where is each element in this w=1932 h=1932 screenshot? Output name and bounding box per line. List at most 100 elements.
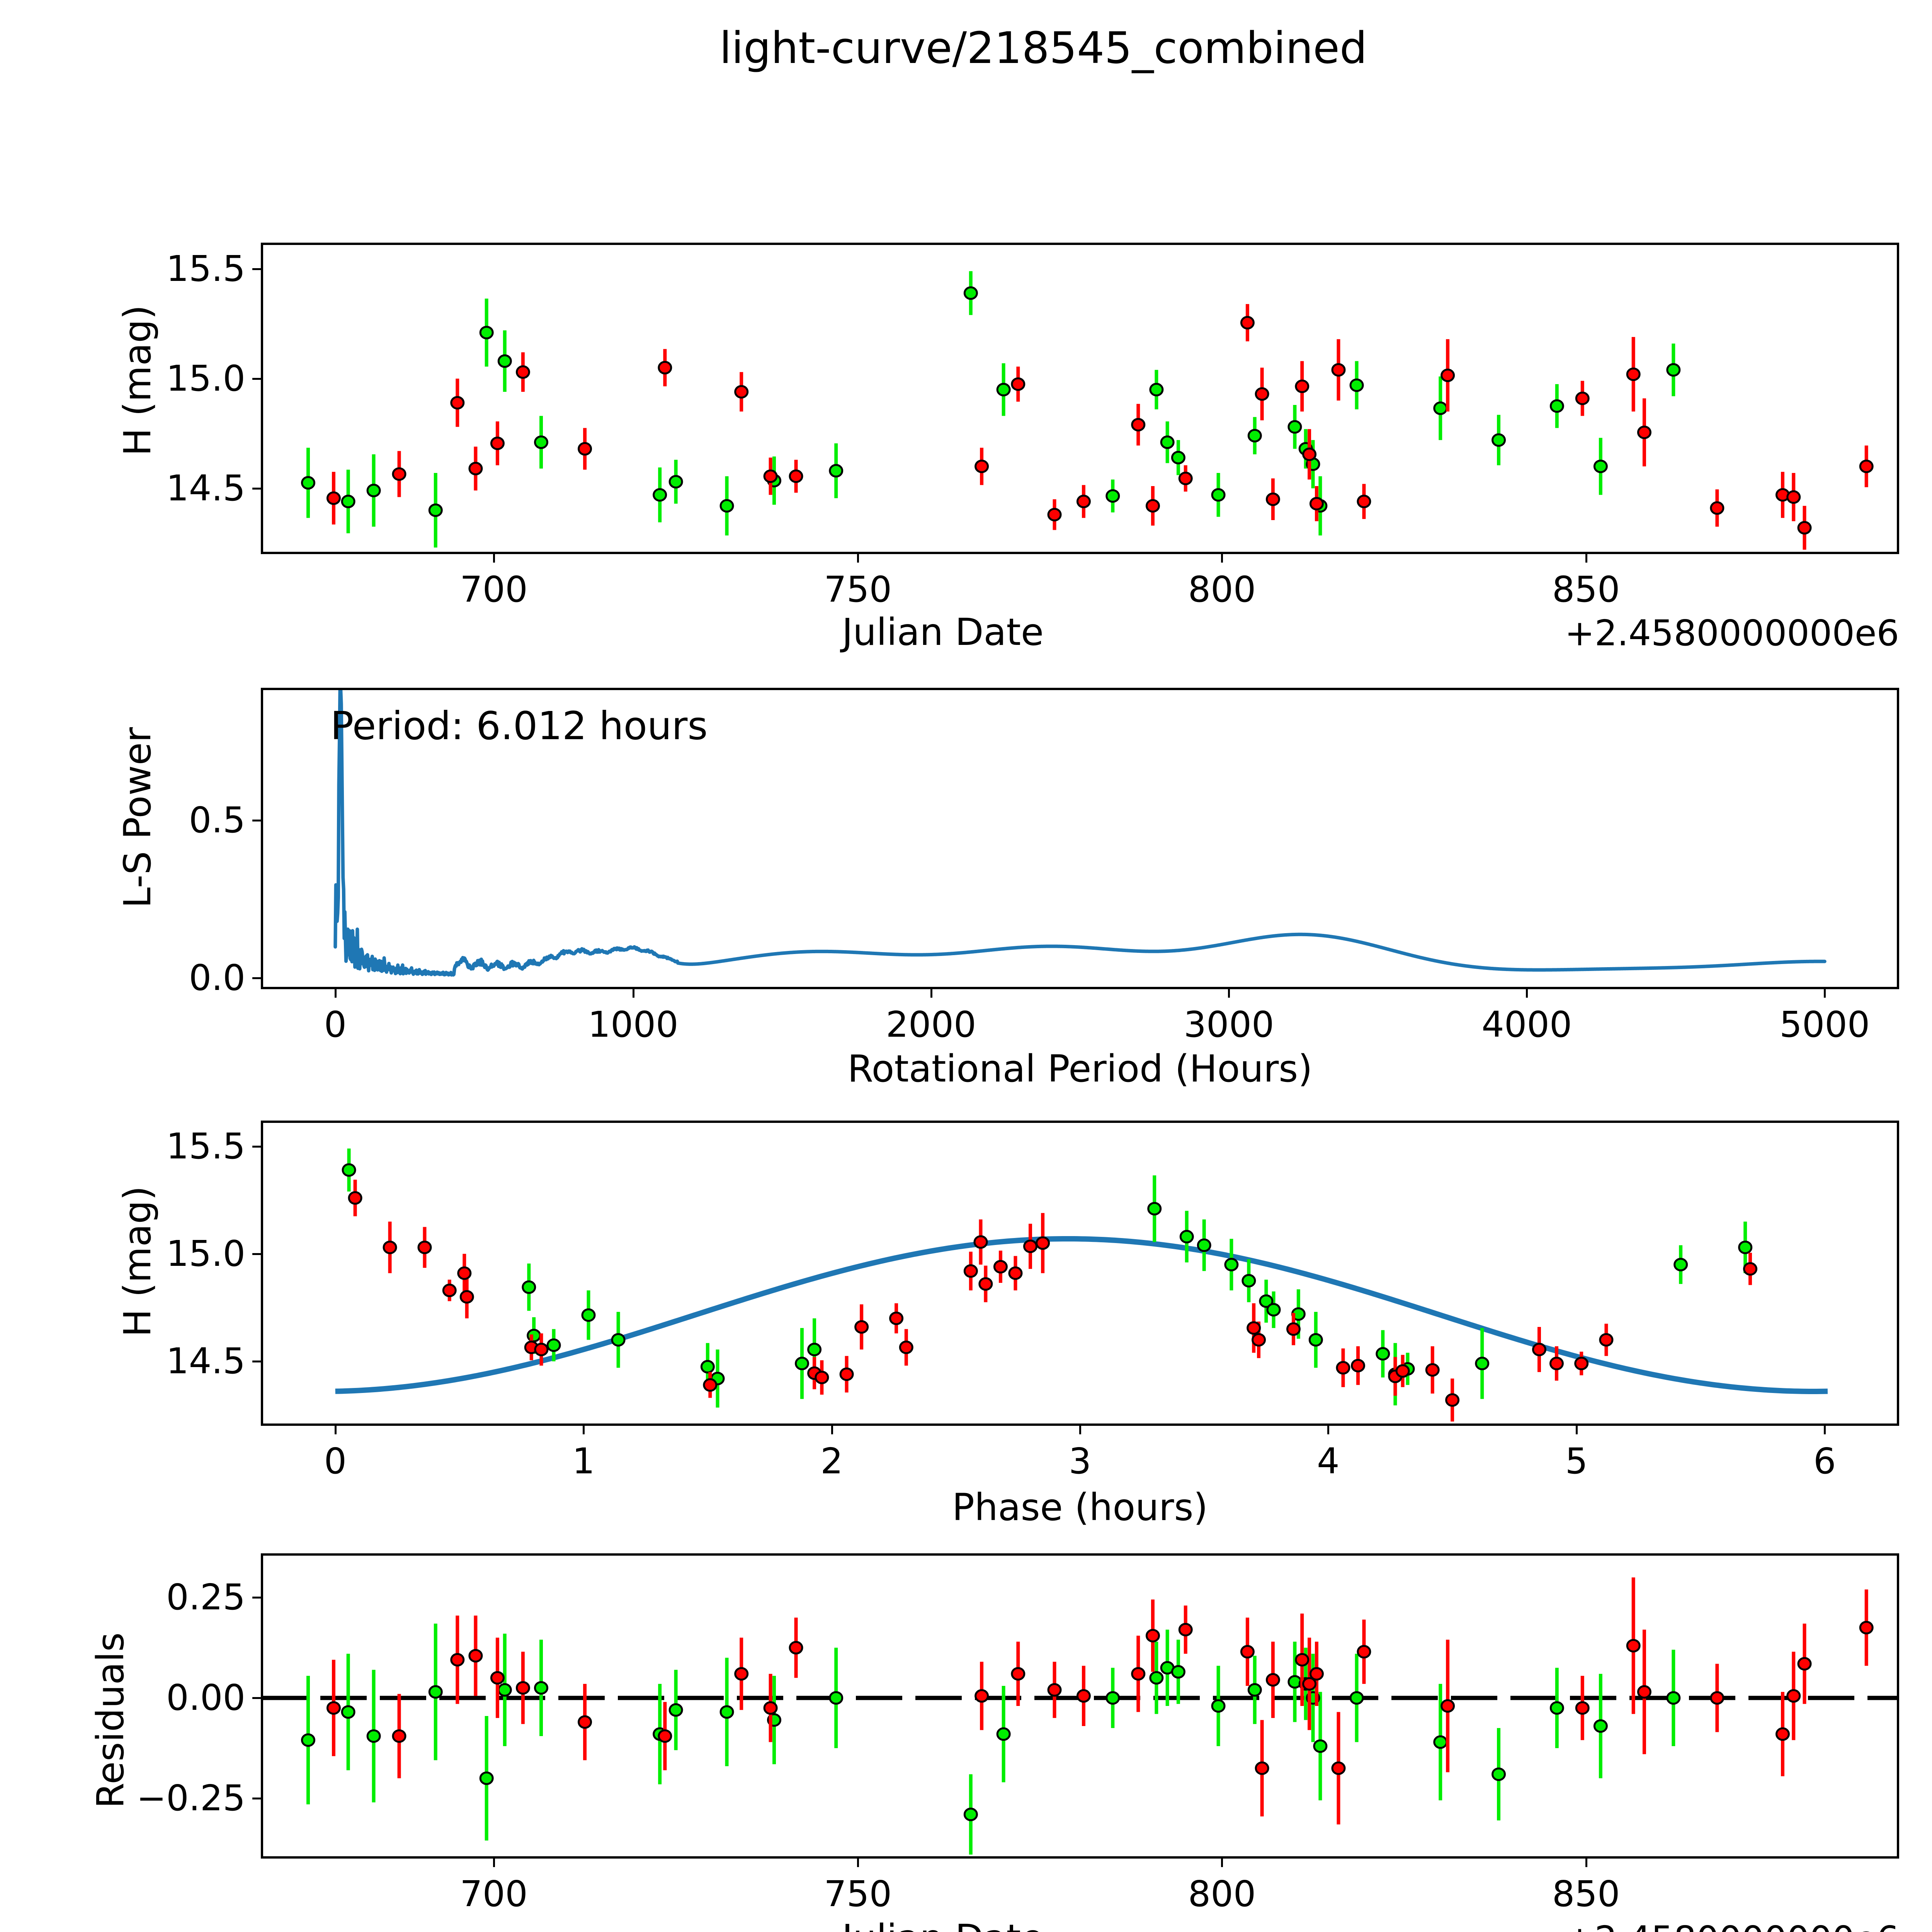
x-tick-label: 3 bbox=[1068, 1440, 1092, 1482]
y-tick-label: 14.5 bbox=[166, 1340, 245, 1382]
y-tick-label: 0.25 bbox=[166, 1577, 245, 1618]
x-tick-mark bbox=[930, 989, 932, 998]
x-tick-label: 1000 bbox=[588, 1004, 679, 1045]
data-point-marker bbox=[1255, 1761, 1269, 1775]
data-point-marker bbox=[1349, 1691, 1364, 1705]
x-tick-label: 5 bbox=[1565, 1440, 1588, 1482]
data-point-marker bbox=[1593, 459, 1608, 473]
panel-light-curve bbox=[261, 243, 1899, 554]
x-tick-label: 700 bbox=[460, 569, 528, 610]
x-tick-mark bbox=[1824, 1426, 1826, 1434]
data-point-marker bbox=[450, 1653, 465, 1667]
data-point-marker bbox=[534, 435, 549, 449]
data-point-marker bbox=[1797, 1657, 1812, 1671]
data-point-marker bbox=[341, 495, 355, 509]
x-tick-mark bbox=[831, 1426, 833, 1434]
x-tick-mark bbox=[493, 1859, 495, 1867]
data-point-marker bbox=[1331, 1761, 1346, 1775]
series-green bbox=[301, 1623, 1681, 1855]
panel-phase-folded bbox=[261, 1121, 1899, 1426]
residuals-svg bbox=[261, 1577, 1899, 1855]
data-point-marker bbox=[457, 1266, 472, 1280]
y-tick-label: −0.25 bbox=[136, 1777, 245, 1819]
data-point-marker bbox=[668, 1703, 683, 1717]
data-point-marker bbox=[1240, 316, 1255, 330]
data-point-marker bbox=[326, 1701, 341, 1715]
x-tick-label: 6 bbox=[1813, 1440, 1836, 1482]
data-point-marker bbox=[973, 1235, 988, 1249]
data-point-marker bbox=[703, 1378, 718, 1392]
x-tick-label: 3000 bbox=[1184, 1004, 1274, 1045]
data-point-marker bbox=[963, 1808, 978, 1821]
data-point-marker bbox=[1786, 1689, 1801, 1703]
light-curve-x-axis-label: Julian Date bbox=[842, 611, 1044, 654]
data-point-marker bbox=[1171, 451, 1185, 464]
x-tick-mark bbox=[1327, 1426, 1330, 1434]
data-point-marker bbox=[534, 1681, 549, 1695]
data-point-marker bbox=[1224, 1258, 1239, 1272]
light-curve-y-axis-label: H (mag) bbox=[116, 305, 159, 456]
data-point-marker bbox=[807, 1343, 822, 1356]
data-point-marker bbox=[1178, 1623, 1193, 1636]
x-tick-label: 2000 bbox=[886, 1004, 976, 1045]
data-point-marker bbox=[1575, 391, 1590, 405]
data-point-marker bbox=[468, 462, 483, 476]
periodogram-plot-area bbox=[261, 688, 1899, 989]
data-point-marker bbox=[366, 1729, 381, 1743]
data-point-marker bbox=[1076, 495, 1091, 509]
data-point-marker bbox=[581, 1308, 596, 1322]
data-point-marker bbox=[1786, 490, 1801, 504]
sinusoid-fit-curve bbox=[335, 1236, 1828, 1394]
data-point-marker bbox=[1549, 399, 1564, 413]
data-point-marker bbox=[700, 1360, 715, 1374]
data-point-marker bbox=[1211, 488, 1226, 502]
y-tick-label: 0.5 bbox=[189, 799, 245, 841]
data-point-marker bbox=[1738, 1240, 1753, 1254]
data-point-marker bbox=[442, 1284, 457, 1298]
data-point-marker bbox=[668, 475, 683, 489]
data-point-marker bbox=[1710, 1691, 1725, 1705]
data-point-marker bbox=[854, 1320, 869, 1334]
x-tick-mark bbox=[857, 554, 859, 563]
panel-residuals bbox=[261, 1553, 1899, 1859]
data-point-marker bbox=[1131, 418, 1146, 432]
data-point-marker bbox=[1743, 1262, 1758, 1276]
data-point-marker bbox=[1475, 1357, 1490, 1371]
x-tick-mark bbox=[1079, 1426, 1081, 1434]
data-point-marker bbox=[1626, 1639, 1641, 1653]
data-point-marker bbox=[342, 1163, 356, 1177]
data-point-marker bbox=[1797, 521, 1812, 535]
residuals-x-axis-label: Julian Date bbox=[842, 1917, 1044, 1932]
data-point-marker bbox=[1593, 1719, 1608, 1733]
y-tick-label: 14.5 bbox=[166, 467, 245, 509]
data-point-marker bbox=[1599, 1333, 1614, 1347]
y-tick-mark bbox=[252, 1253, 261, 1255]
data-point-marker bbox=[734, 1667, 749, 1681]
phase-folded-axes-frame bbox=[261, 1121, 1899, 1426]
data-point-marker bbox=[839, 1367, 854, 1381]
data-point-marker bbox=[392, 1729, 406, 1743]
data-point-marker bbox=[975, 1689, 989, 1703]
periodogram-svg bbox=[333, 688, 1827, 977]
data-point-marker bbox=[1549, 1357, 1564, 1371]
y-tick-mark bbox=[252, 1697, 261, 1699]
data-point-marker bbox=[1313, 1739, 1328, 1753]
data-point-marker bbox=[1131, 1667, 1146, 1681]
data-point-marker bbox=[1532, 1343, 1546, 1356]
data-point-marker bbox=[1147, 1202, 1162, 1216]
data-point-marker bbox=[578, 442, 592, 456]
y-tick-label: 0.0 bbox=[189, 957, 245, 999]
data-point-marker bbox=[889, 1311, 904, 1325]
data-point-marker bbox=[1349, 378, 1364, 392]
phase-folded-svg bbox=[335, 1148, 1828, 1422]
data-point-marker bbox=[578, 1715, 592, 1729]
data-point-marker bbox=[1295, 1653, 1310, 1667]
x-tick-mark bbox=[632, 989, 634, 998]
data-point-marker bbox=[417, 1240, 432, 1254]
residuals-plot-area bbox=[261, 1553, 1899, 1859]
data-point-marker bbox=[1247, 1321, 1261, 1335]
figure-title: light-curve/218545_combined bbox=[719, 23, 1367, 73]
data-point-marker bbox=[1255, 387, 1269, 401]
data-point-marker bbox=[996, 383, 1011, 396]
data-point-marker bbox=[383, 1240, 397, 1254]
